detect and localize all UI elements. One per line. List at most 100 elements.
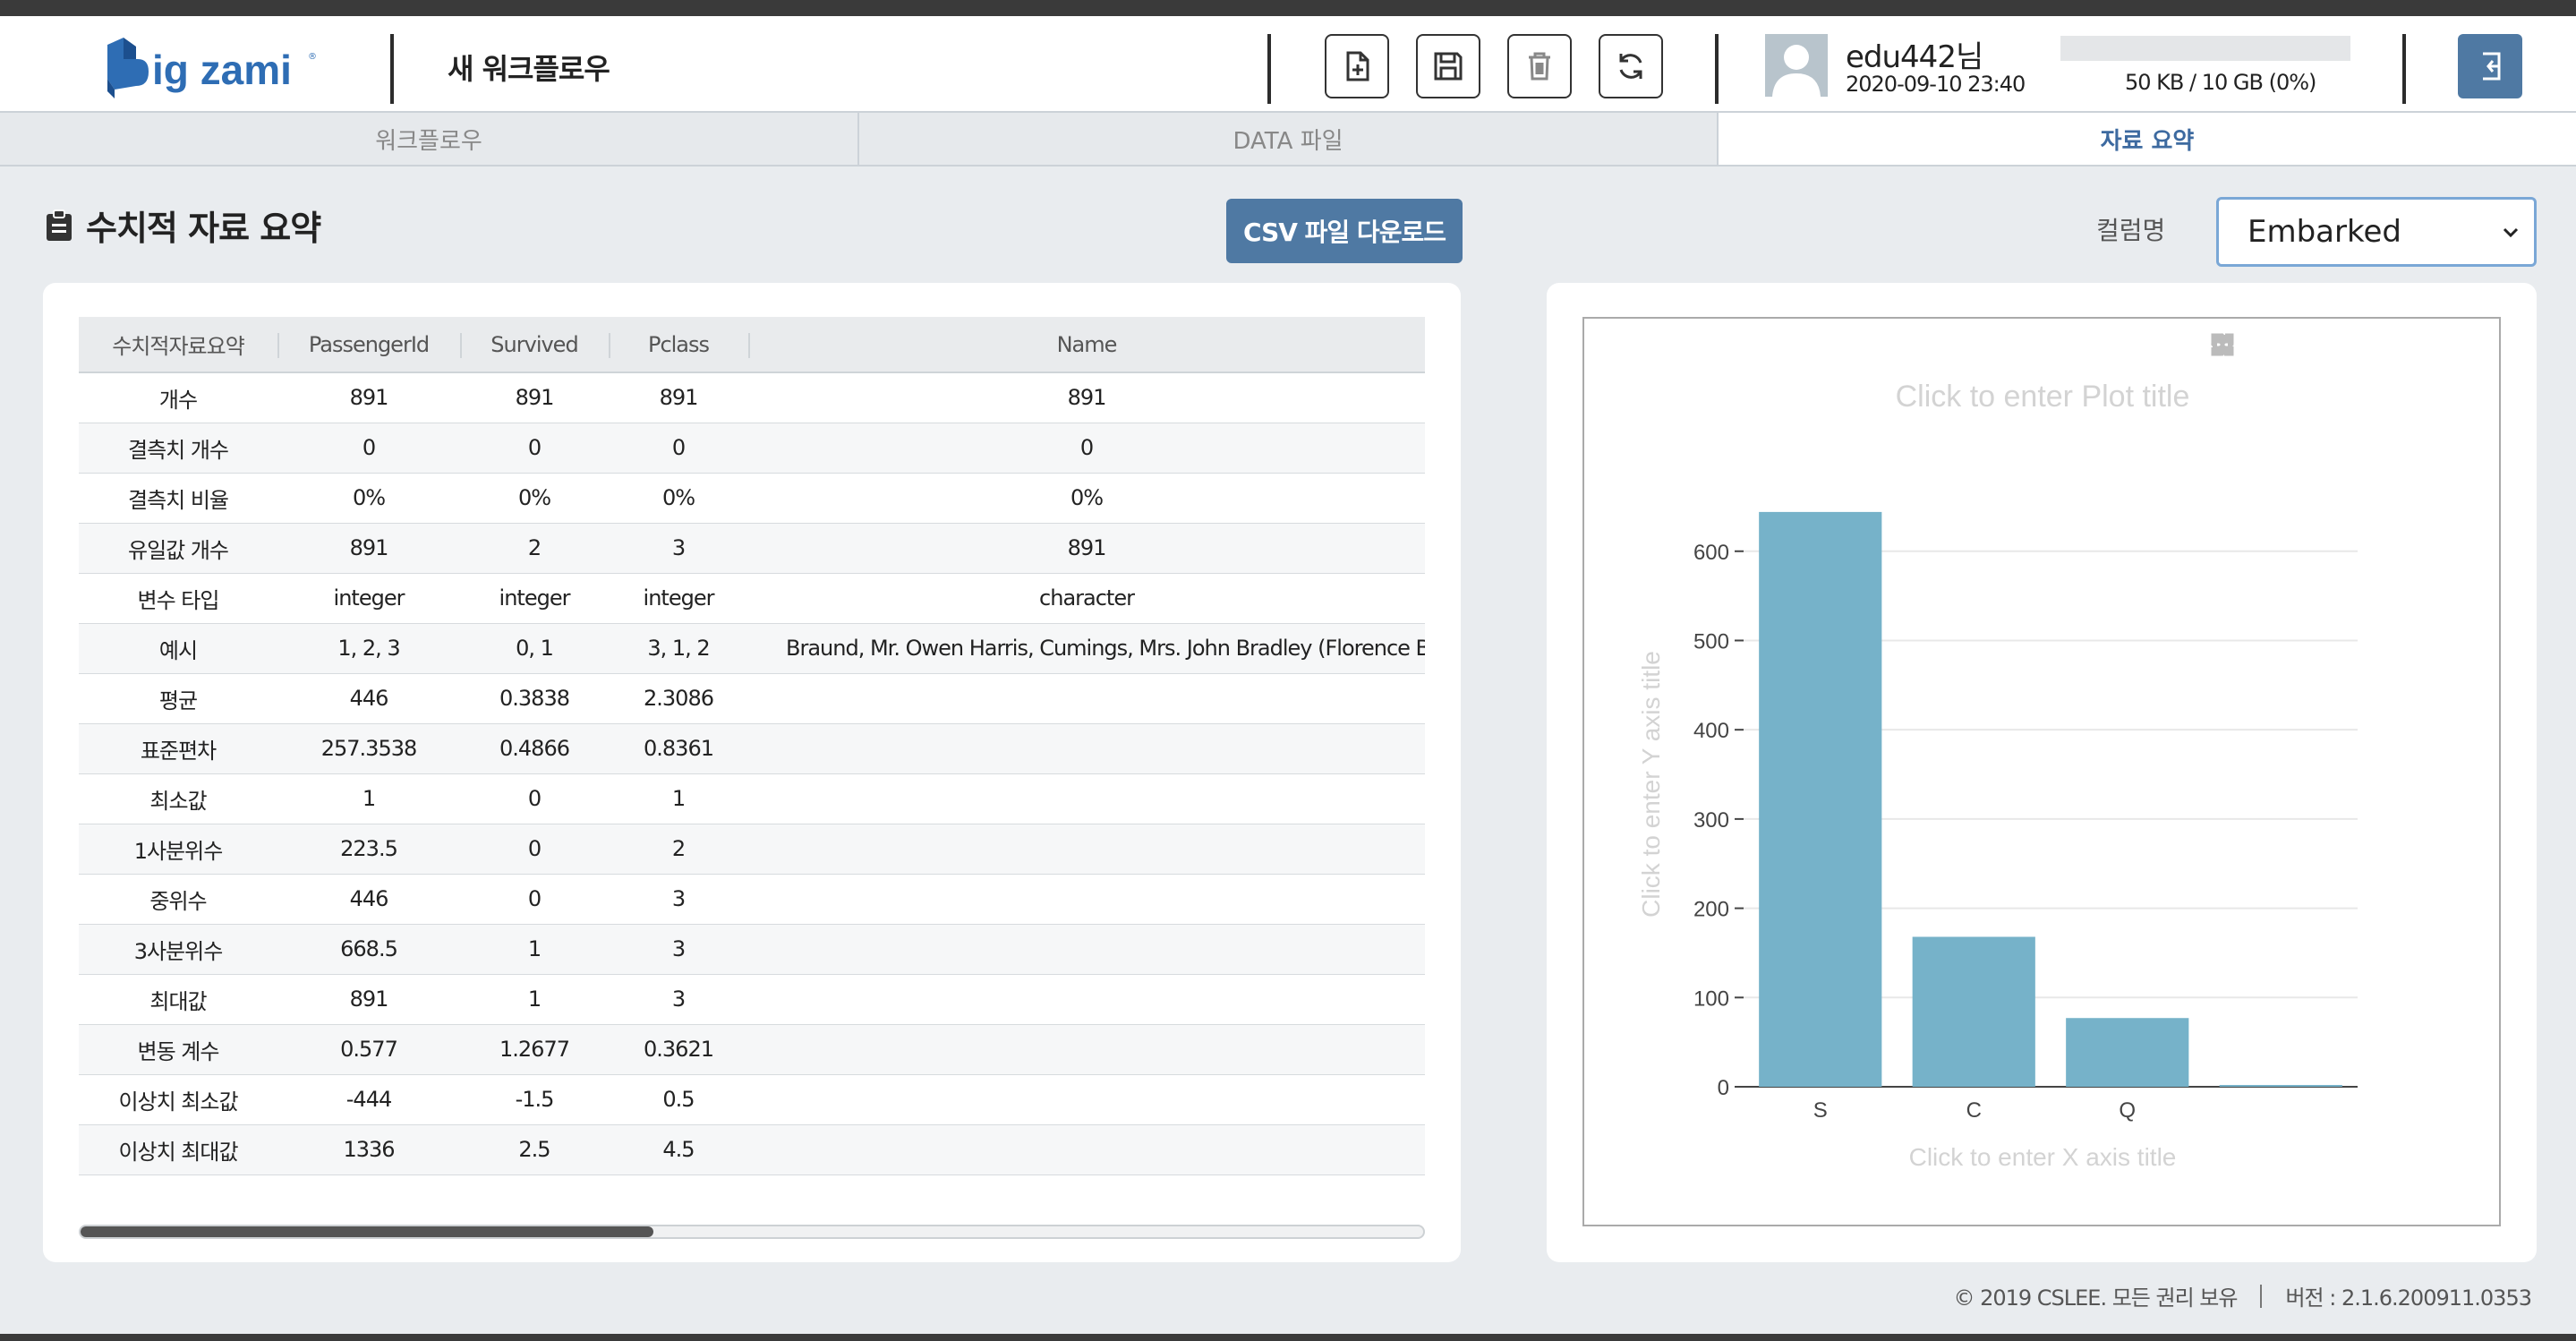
table-cell: 891 (460, 372, 609, 423)
row-label-cell: 결측치 개수 (79, 423, 277, 474)
row-label-cell: 개수 (79, 372, 277, 423)
csv-download-button[interactable]: CSV 파일 다운로드 (1226, 199, 1463, 263)
table-cell: 891 (609, 372, 748, 423)
horizontal-scrollbar[interactable] (79, 1225, 1425, 1239)
table-cell: character (748, 573, 1425, 624)
table-row: 최대값 891 1 3 (79, 974, 1425, 1025)
tab-workflow[interactable]: 워크플로우 (0, 113, 859, 165)
tab-data-summary[interactable]: 자료 요약 (1719, 113, 2576, 165)
header-divider (2402, 34, 2406, 104)
table-cell: integer (609, 573, 748, 624)
box-select-icon[interactable] (2211, 331, 2333, 365)
table-cell: 668.5 (277, 924, 460, 975)
table-cell: 1 (460, 924, 609, 975)
pan-icon[interactable] (2211, 331, 2288, 365)
autoscale-icon[interactable] (2211, 331, 2467, 365)
table-cell: 2.5 (460, 1124, 609, 1175)
column-header[interactable]: Name (748, 317, 1425, 373)
svg-text:ig zami: ig zami (152, 47, 292, 93)
table-row: 최소값 1 0 1 (79, 773, 1425, 824)
header-divider (1267, 34, 1271, 104)
main-tabs: 워크플로우 DATA 파일 자료 요약 (0, 113, 2576, 167)
column-header[interactable]: Pclass (609, 317, 748, 373)
table-cell: integer (460, 573, 609, 624)
y-axis-title[interactable]: Click to enter Y axis title (1637, 651, 1665, 918)
svg-text:®: ® (308, 52, 317, 62)
zoom-in-icon[interactable] (2213, 331, 2377, 365)
x-tick-label: S (1813, 1098, 1828, 1123)
refresh-button[interactable] (1599, 34, 1663, 98)
table-cell: 257.3538 (277, 723, 460, 774)
y-tick-label: 400 (1693, 719, 1729, 743)
column-select[interactable]: Embarked (2216, 197, 2537, 267)
chart-svg: Click to enter Plot title 0 100 200 300 400 50… (1637, 380, 2358, 1171)
table-cell (748, 974, 1425, 1025)
table-row: 개수 891 891 891 891 (79, 372, 1425, 423)
column-header[interactable]: Survived (460, 317, 609, 373)
table-row: 유일값 개수 891 2 3 891 (79, 523, 1425, 574)
user-icon (1765, 34, 1828, 97)
table-cell: 0% (460, 473, 609, 524)
table-cell: 0 (460, 874, 609, 925)
x-axis-title[interactable]: Click to enter X axis title (1909, 1143, 2177, 1171)
zoom-out-icon[interactable] (2213, 331, 2422, 365)
table-cell: 1 (609, 773, 748, 824)
table-cell: 0% (748, 473, 1425, 524)
row-label-cell: 1사분위수 (79, 824, 277, 875)
table-cell (748, 673, 1425, 724)
table-row: 중위수 446 0 3 (79, 874, 1425, 925)
table-cell: 891 (277, 523, 460, 574)
scrollbar-thumb[interactable] (81, 1226, 653, 1237)
row-label-cell: 최소값 (79, 773, 277, 824)
table-cell: 0 (460, 824, 609, 875)
copyright-text: © 2019 CSLEE. 모든 권리 보유 (1953, 1285, 2238, 1311)
save-button[interactable] (1416, 34, 1480, 98)
chevron-down-icon (2503, 227, 2519, 238)
column-header[interactable]: 수치적자료요약 (79, 317, 277, 373)
save-icon (1434, 52, 1463, 81)
new-file-button[interactable] (1325, 34, 1389, 98)
y-tick-label: 500 (1693, 629, 1729, 653)
table-cell: 0.577 (277, 1024, 460, 1075)
app-header: ig zami ® 새 워크플로우 (0, 16, 2576, 113)
bigzami-logo[interactable]: ig zami ® (97, 32, 320, 104)
chart-title[interactable]: Click to enter Plot title (1896, 380, 2190, 414)
y-tick-label: 200 (1693, 898, 1729, 922)
table-cell: 0 (460, 773, 609, 824)
page-title: 수치적 자료 요약 (45, 201, 321, 250)
summary-table-scroll[interactable]: 수치적자료요약 PassengerId Survived Pclass Name… (79, 317, 1425, 1189)
table-cell: 446 (277, 673, 460, 724)
row-label-cell: 이상치 최소값 (79, 1074, 277, 1125)
row-label-cell: 변동 계수 (79, 1024, 277, 1075)
workflow-title[interactable]: 새 워크플로우 (448, 52, 610, 86)
y-tick-label: 0 (1718, 1076, 1729, 1100)
avatar[interactable] (1765, 34, 1828, 97)
table-cell (748, 723, 1425, 774)
table-cell: 3, 1, 2 (609, 623, 748, 674)
summary-table-panel: 수치적자료요약 PassengerId Survived Pclass Name… (43, 283, 1461, 1262)
column-header[interactable]: PassengerId (277, 317, 460, 373)
logout-button[interactable] (2458, 34, 2522, 98)
table-cell: 1.2677 (460, 1024, 609, 1075)
tab-data-file[interactable]: DATA 파일 (859, 113, 1719, 165)
table-cell: 1 (460, 974, 609, 1025)
table-cell: 0.5 (609, 1074, 748, 1125)
footer-divider (2260, 1284, 2263, 1308)
table-cell: 0 (609, 423, 748, 474)
table-cell: -444 (277, 1074, 460, 1125)
table-cell: 0.3838 (460, 673, 609, 724)
table-cell: 0 (460, 423, 609, 474)
table-row: 변수 타입 integer integer integer character (79, 573, 1425, 624)
row-label-cell: 예시 (79, 623, 277, 674)
new-file-icon (1346, 51, 1369, 81)
bar (2066, 1018, 2189, 1087)
table-cell: 3 (609, 874, 748, 925)
table-cell: 891 (748, 372, 1425, 423)
row-label-cell: 변수 타입 (79, 573, 277, 624)
page-title-text: 수치적 자료 요약 (86, 209, 321, 248)
table-cell: 446 (277, 874, 460, 925)
bar (1759, 511, 1882, 1087)
delete-button[interactable] (1507, 34, 1572, 98)
chart-modebar (2209, 331, 2467, 365)
table-cell: 2.3086 (609, 673, 748, 724)
